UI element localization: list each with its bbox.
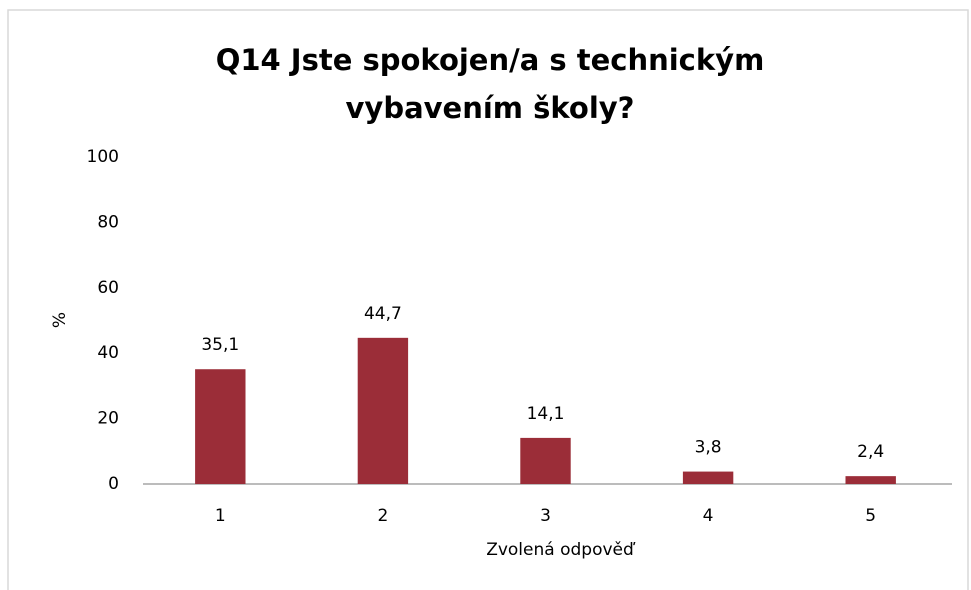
y-tick-label: 80	[97, 212, 119, 232]
y-tick-label: 20	[97, 409, 119, 429]
bar	[845, 476, 896, 484]
y-tick-label: 100	[87, 147, 119, 167]
x-tick-label: 2	[377, 506, 388, 526]
y-axis-label: %	[50, 312, 70, 328]
x-tick-label: 3	[540, 506, 551, 526]
bar	[357, 337, 409, 484]
bar	[682, 471, 734, 484]
x-tick-label: 4	[703, 506, 714, 526]
x-axis-label: Zvolená odpověď	[486, 540, 636, 560]
y-tick-label: 0	[108, 474, 119, 494]
chart-title: Q14 Jste spokojen/a s technickým vybaven…	[215, 43, 765, 125]
y-tick-label: 60	[97, 278, 119, 298]
data-label: 14,1	[527, 404, 565, 424]
chart-border	[7, 9, 969, 590]
x-tick-label: 1	[215, 506, 226, 526]
data-label: 35,1	[201, 335, 239, 355]
bar	[195, 369, 246, 484]
data-label: 3,8	[695, 438, 722, 458]
data-label: 2,4	[857, 442, 884, 462]
x-tick-label: 5	[865, 506, 876, 526]
data-label: 44,7	[364, 304, 402, 324]
bar	[520, 437, 571, 484]
y-tick-label: 40	[97, 343, 119, 363]
